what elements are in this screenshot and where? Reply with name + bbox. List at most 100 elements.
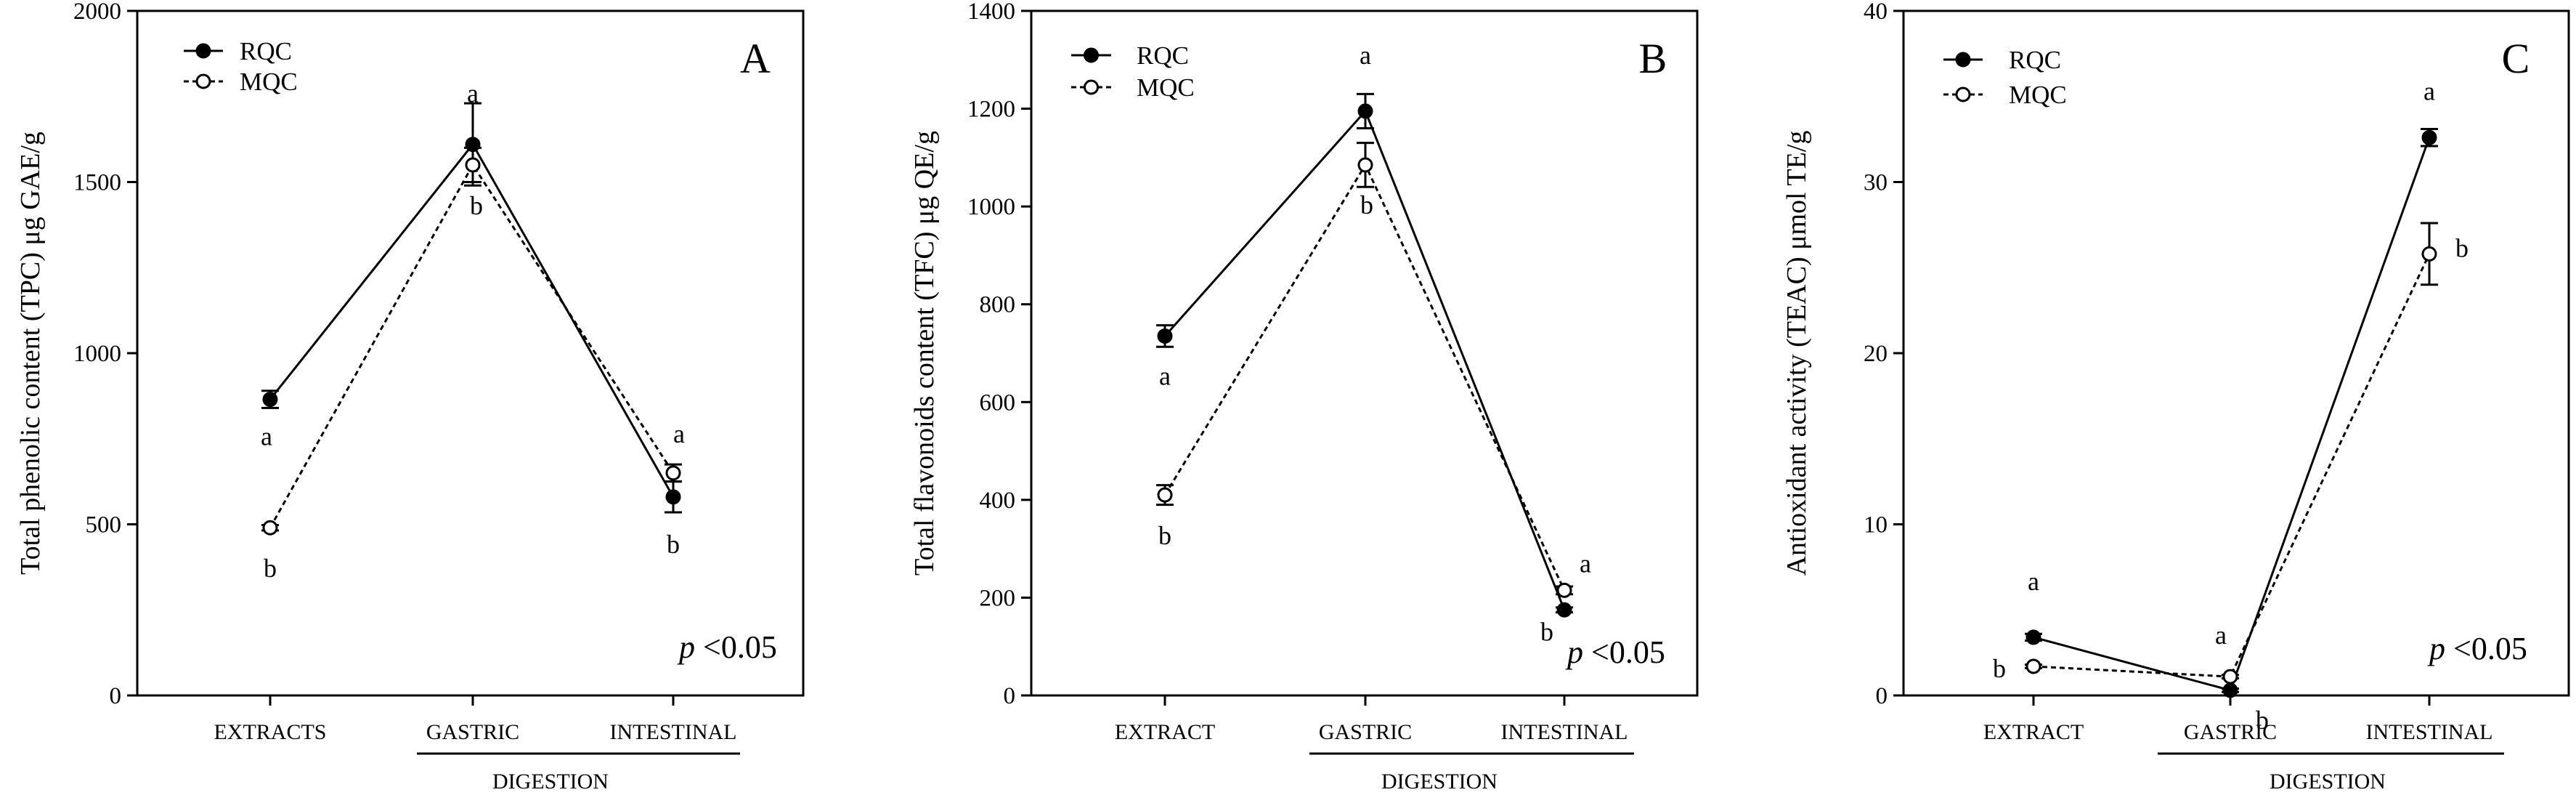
y-axis-title: Total phenolic content (TPC) μg GAE/g [15,132,46,575]
y-tick-label: 500 [86,512,122,538]
significance-letter: b [1158,521,1171,550]
data-point-mqc [2026,658,2041,674]
legend-label-rqc: RQC [1137,41,1189,70]
data-point-rqc [1357,103,1373,119]
x-category-label: EXTRACTS [214,720,326,744]
y-tick-label: 1000 [967,194,1015,220]
data-point-mqc [2222,669,2238,685]
significance-letter: b [264,554,277,583]
y-tick-label: 2000 [73,0,121,25]
p-threshold: <0.05 [2445,631,2527,666]
significance-letter: a [467,79,479,108]
legend-marker-mqc [1955,86,1971,102]
data-point-mqc [465,157,481,173]
significance-letter: a [2215,621,2227,650]
significance-letter: a [2028,567,2039,596]
significance-letter: a [261,422,272,451]
y-axis-title: Antioxidant activity (TEAC) μmol TE/g [1781,131,1812,576]
series-line-rqc [2033,137,2431,692]
panel-letter: A [740,35,771,82]
significance-letter: b [2455,233,2469,262]
significance-letter: b [667,530,680,559]
x-category-label: GASTRIC [2184,720,2277,744]
significance-letter: b [1540,617,1553,646]
data-point-rqc [665,489,681,505]
significance-letter: a [1580,549,1591,578]
series-line-mqc [2033,253,2431,678]
data-point-mqc [2421,246,2437,262]
data-point-rqc [262,392,278,408]
panel-a: 0 500 1000 1500 2000 EXTRACTS GASTRIC INTESTINA… [15,0,805,794]
y-tick-label: 200 [980,585,1016,611]
legend-marker-mqc [1084,79,1099,95]
x-axis-title: DIGESTION [2270,770,2386,794]
data-point-mqc [665,465,681,481]
panel-b: 0 200 400 600 800 1000 1200 1400 EXTRACT GASTRIC I… [909,0,1699,794]
data-point-rqc [1556,602,1572,618]
x-category-label: GASTRIC [426,720,519,744]
data-point-mqc [1556,582,1572,598]
p-threshold: <0.05 [1583,634,1665,670]
x-category-label: INTESTINAL [2366,720,2493,744]
p-value-note: p <0.05 [677,629,777,665]
legend-marker-rqc [1955,52,1971,68]
x-category-label: INTESTINAL [1501,720,1628,744]
x-category-label: INTESTINAL [610,720,737,744]
plot-frame [1902,9,2570,697]
significance-letter: a [1360,41,1371,70]
x-category-label: EXTRACT [1115,720,1215,744]
y-axis-title: Total flavonoids content (TFC) μg QE/g [909,131,940,576]
significance-letter: a [673,419,685,448]
p-threshold: <0.05 [695,629,777,665]
significance-letter: a [2423,76,2435,105]
y-tick-label: 0 [110,683,122,709]
legend-label-mqc: MQC [1137,73,1195,102]
p-italic: p [1565,634,1583,670]
y-tick-label: 800 [980,292,1016,318]
data-point-mqc [262,520,278,536]
legend-marker-rqc [1084,47,1099,63]
significance-letter: b [1993,654,2006,683]
data-point-rqc [2421,129,2437,145]
data-point-mqc [1357,157,1373,173]
x-category-label: EXTRACT [1983,720,2084,744]
significance-letter: b [470,191,483,220]
p-value-note: p <0.05 [2427,631,2527,666]
data-point-mqc [1157,487,1173,503]
significance-letter: b [2256,706,2269,735]
significance-letter: a [1159,361,1171,390]
data-point-rqc [2222,682,2238,698]
panel-c: 0 10 20 30 40 EXTRACT GASTRIC INTESTINAL DIGESTI… [1781,0,2570,794]
series-line-mqc [1163,162,1566,591]
x-axis-title: DIGESTION [492,770,609,794]
legend-label-rqc: RQC [240,37,292,65]
legend-label-mqc: MQC [2009,81,2067,109]
y-tick-label: 1400 [967,0,1015,25]
p-italic: p [677,629,695,665]
panel-letter: B [1639,35,1667,82]
x-category-label: GASTRIC [1319,720,1412,744]
data-point-rqc [2026,629,2041,645]
plot-frame [136,9,805,697]
legend-label-mqc: MQC [240,68,298,96]
x-axis-title: DIGESTION [1381,770,1498,794]
y-tick-label: 0 [1004,683,1016,709]
y-tick-label: 400 [980,488,1016,514]
legend-marker-rqc [195,43,211,59]
data-point-rqc [1157,328,1173,344]
y-tick-label: 0 [1876,683,1888,709]
y-tick-label: 20 [1864,341,1888,367]
y-tick-label: 1500 [73,170,121,196]
p-italic: p [2427,631,2445,666]
y-tick-label: 10 [1864,512,1888,538]
legend-marker-mqc [195,73,211,89]
y-tick-label: 600 [980,390,1016,416]
panel-letter: C [2502,35,2530,82]
y-tick-label: 30 [1864,170,1888,196]
data-point-rqc [465,137,481,153]
significance-letter: b [1360,190,1373,219]
y-tick-label: 40 [1864,0,1888,25]
y-tick-label: 1000 [73,341,121,367]
y-tick-label: 1200 [967,97,1015,123]
